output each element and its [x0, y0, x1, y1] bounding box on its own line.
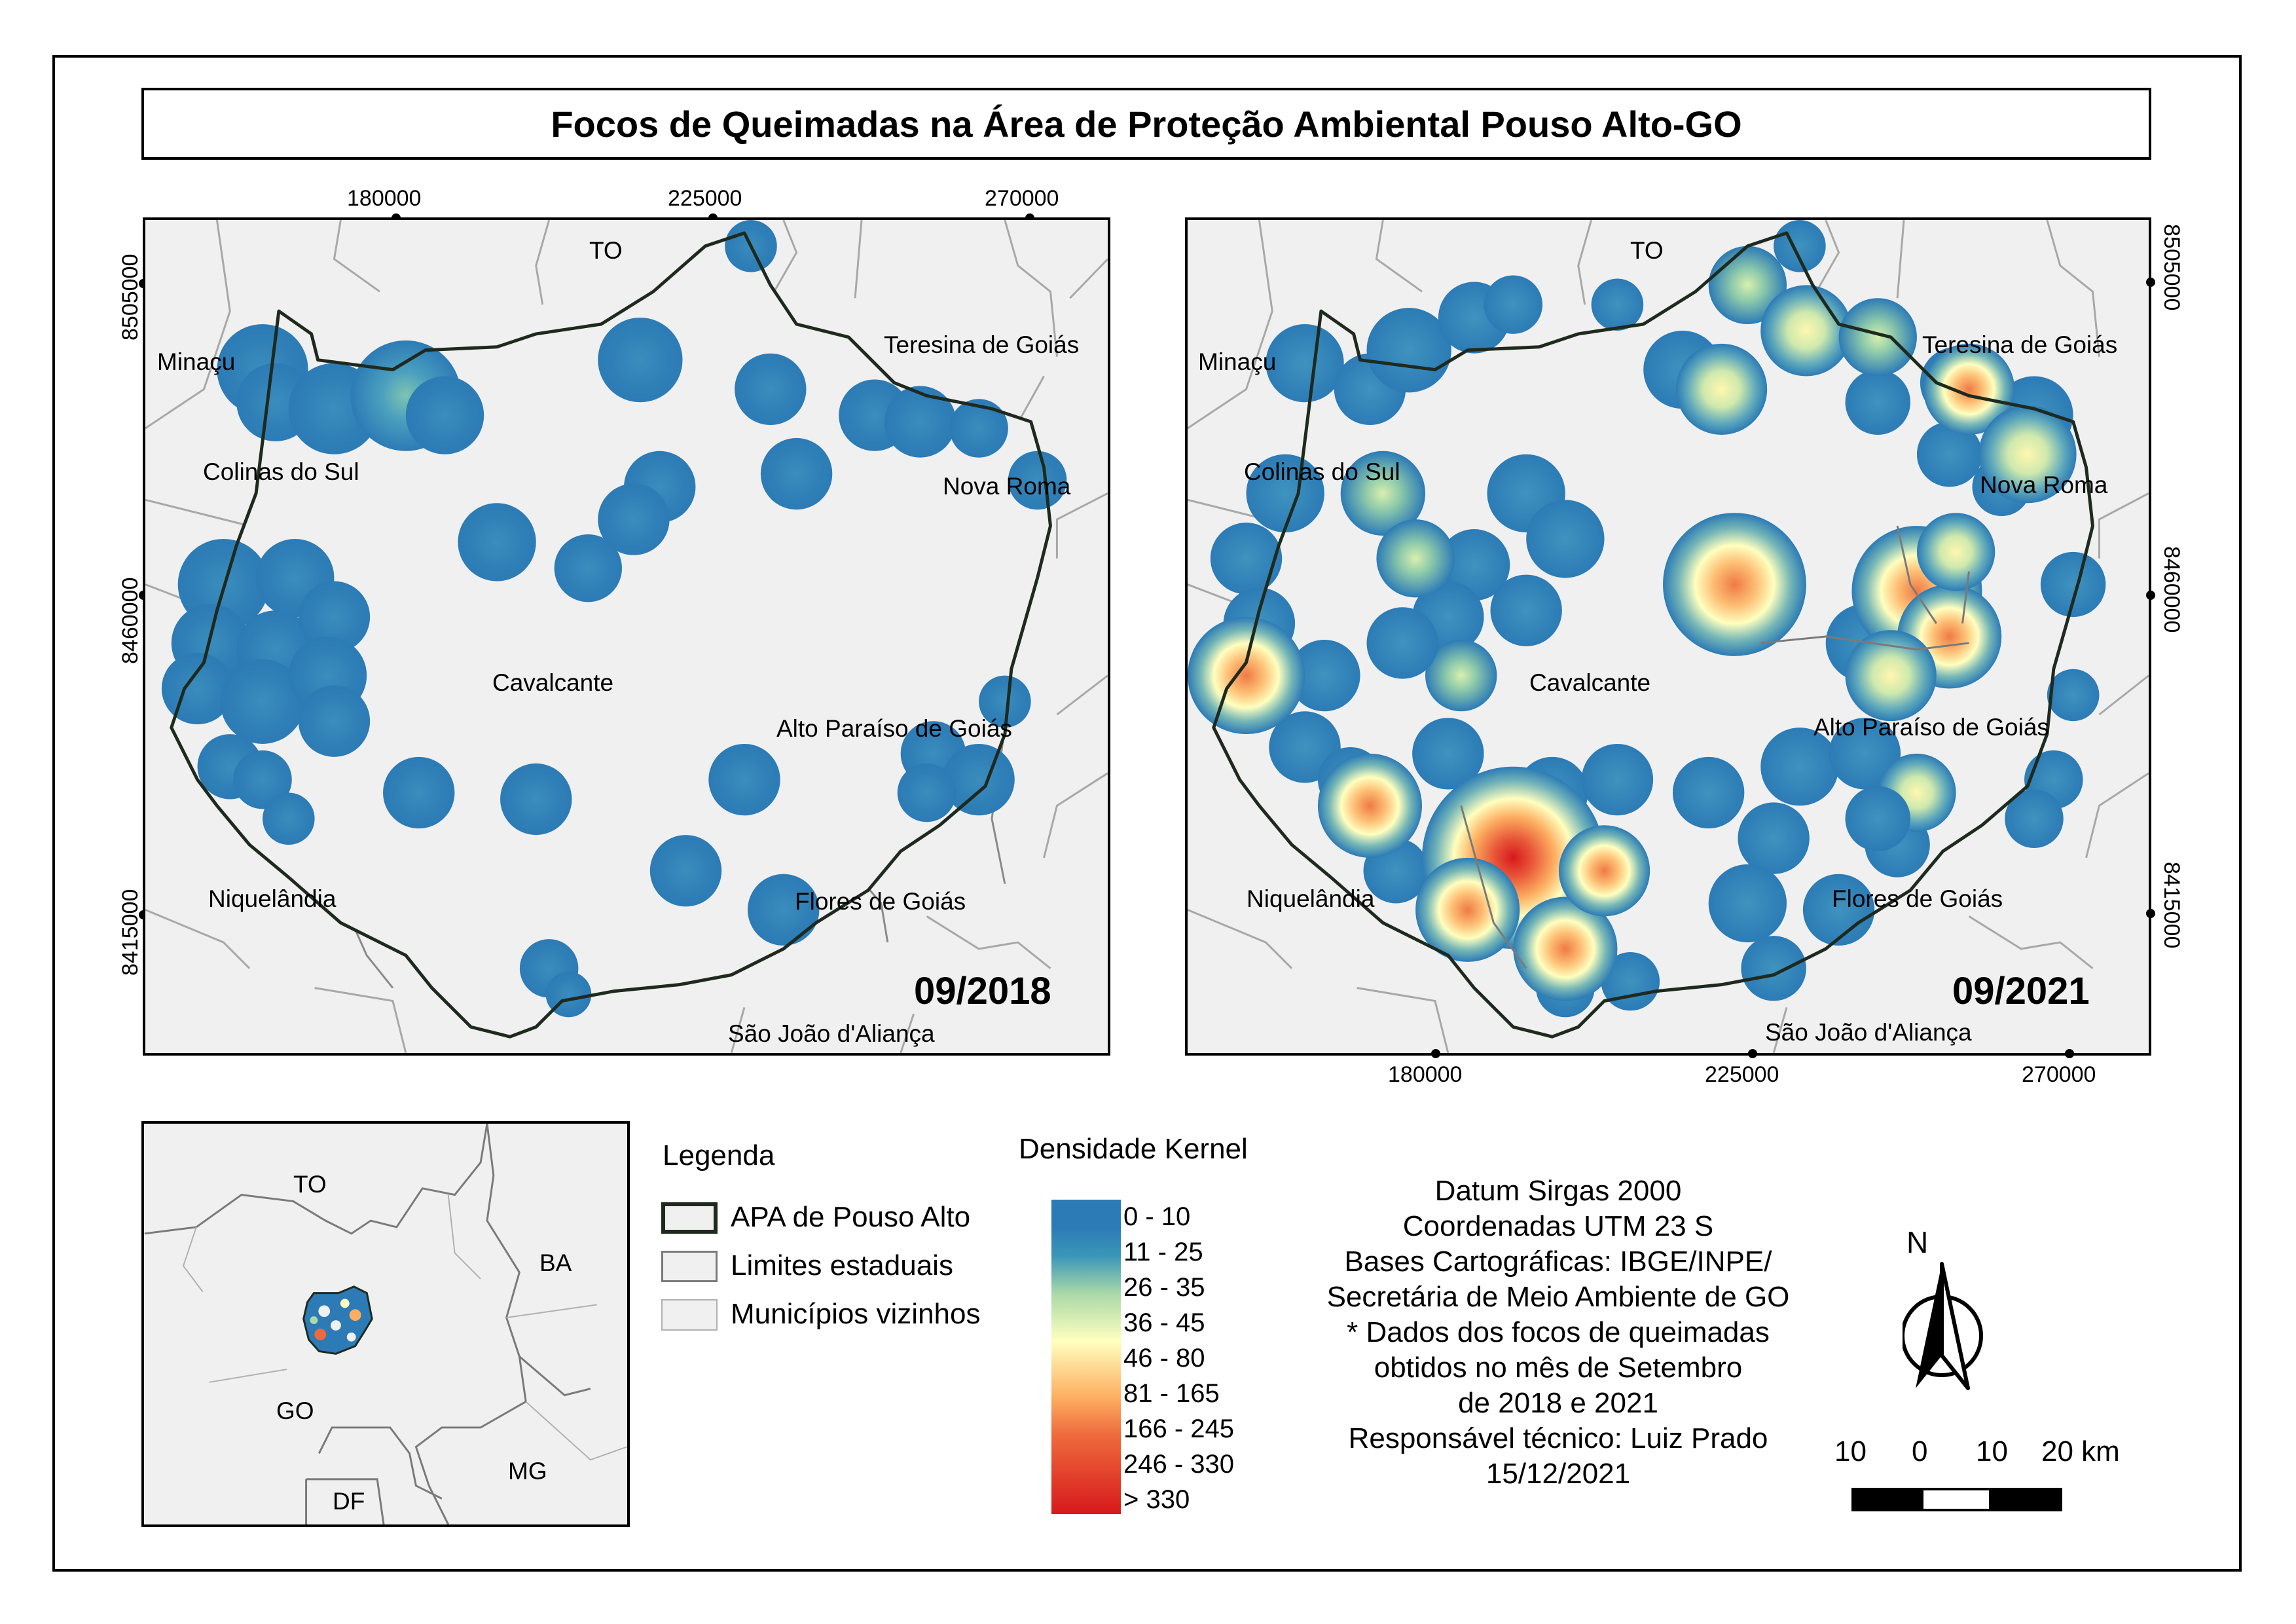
left-label-alto-paraiso: Alto Paraíso de Goiás: [776, 715, 1012, 742]
kernel-class-6: 81 - 165: [1123, 1379, 1220, 1408]
left-label-minacu: Minaçu: [157, 348, 236, 375]
right-x-tick-mark-1: [1431, 1049, 1440, 1058]
left-y-tick-2: 8460000: [118, 577, 143, 664]
right-y-tick-mark-1: [2146, 278, 2155, 287]
inset-map: [141, 1121, 630, 1527]
left-y-tick-3: 8415000: [118, 889, 143, 976]
left-label-flores: Flores de Goiás: [795, 888, 966, 915]
left-label-niquelandia: Niquelândia: [208, 885, 337, 912]
inset-apa: [302, 1285, 373, 1355]
right-x-tick-2: 225000: [1705, 1062, 1779, 1087]
interior-divisions-2021: [1460, 525, 1970, 969]
left-label-teresina: Teresina de Goiás: [884, 331, 1080, 358]
inset-label-to: TO: [293, 1171, 327, 1198]
right-x-tick-1: 180000: [1388, 1062, 1463, 1087]
inset-state-lines: [144, 1124, 591, 1524]
right-label-to: TO: [1630, 237, 1664, 264]
inset-label-df: DF: [333, 1488, 365, 1515]
kernel-class-1: 0 - 10: [1123, 1202, 1191, 1231]
inset-map-canvas: [144, 1124, 627, 1524]
note-data-3: de 2018 e 2021: [1458, 1387, 1658, 1419]
inset-municipal-lines: [182, 1194, 627, 1461]
legend-item-apa: APA de Pouso Alto: [731, 1201, 971, 1233]
note-datum: Datum Sirgas 2000: [1434, 1175, 1682, 1207]
map-2021-canvas: [1188, 220, 2149, 1053]
right-label-teresina: Teresina de Goiás: [1922, 331, 2118, 358]
left-y-tick-1: 8505000: [118, 253, 143, 341]
left-label-colinas: Colinas do Sul: [203, 458, 359, 485]
scale-segment-3: [1989, 1488, 2062, 1511]
right-label-sao-joao: São João d'Aliança: [1765, 1019, 1972, 1046]
page-frame: [52, 55, 2242, 1572]
north-arrow-label: N: [1906, 1225, 1929, 1259]
map-notes: Datum Sirgas 2000 Coordenadas UTM 23 S B…: [1264, 1173, 1853, 1492]
right-y-tick-2: 8460000: [2159, 546, 2184, 633]
inset-label-mg: MG: [508, 1458, 547, 1485]
right-y-tick-mark-2: [2146, 591, 2155, 600]
right-label-cavalcante: Cavalcante: [1529, 669, 1651, 696]
scale-label-10-right: 10: [1976, 1435, 2008, 1467]
inset-label-ba: BA: [539, 1249, 572, 1276]
map-2021: [1185, 217, 2151, 1056]
kernel-class-3: 26 - 35: [1123, 1273, 1205, 1302]
legend-swatch-apa: [661, 1202, 718, 1234]
kernel-density-2018: [161, 220, 1067, 1018]
right-x-tick-mark-2: [1748, 1049, 1757, 1058]
kernel-class-7: 166 - 245: [1123, 1414, 1235, 1443]
right-label-nova-roma: Nova Roma: [1980, 471, 2108, 498]
kernel-class-5: 46 - 80: [1123, 1344, 1205, 1373]
left-x-tick-1: 180000: [347, 186, 422, 211]
apa-boundary-2018: [170, 231, 1052, 1039]
note-data-2: obtidos no mês de Setembro: [1374, 1352, 1743, 1384]
legend-item-state: Limites estaduais: [731, 1249, 953, 1282]
kernel-legend-title: Densidade Kernel: [1019, 1133, 1248, 1165]
note-data-1: * Dados dos focos de queimadas: [1347, 1316, 1770, 1348]
left-label-to: TO: [589, 237, 623, 264]
scale-segment-1: [1851, 1488, 1923, 1511]
right-y-tick-3: 8415000: [2159, 862, 2184, 949]
legend-swatch-municipal: [661, 1299, 718, 1331]
right-label-niquelandia: Niquelândia: [1247, 885, 1375, 912]
map-2018: [143, 217, 1110, 1056]
right-y-tick-mark-3: [2146, 909, 2155, 918]
scale-label-10-left: 10: [1834, 1435, 1867, 1467]
map-title: Focos de Queimadas na Área de Proteção A…: [551, 103, 1742, 145]
scale-label-20km: 20 km: [2041, 1435, 2120, 1467]
apa-boundary-2021: [1212, 231, 2094, 1039]
note-date: 15/12/2021: [1485, 1458, 1631, 1490]
right-label-alto-paraiso: Alto Paraíso de Goiás: [1813, 714, 2049, 741]
kernel-class-4: 36 - 45: [1123, 1308, 1205, 1337]
right-x-tick-3: 270000: [2022, 1062, 2096, 1087]
kernel-color-ramp: [1051, 1200, 1121, 1514]
left-map-date: 09/2018: [914, 970, 1051, 1012]
map-title-box: Focos de Queimadas na Área de Proteção A…: [141, 88, 2151, 160]
right-label-minacu: Minaçu: [1198, 348, 1277, 375]
left-x-tick-3: 270000: [985, 186, 1059, 211]
kernel-density-2021: [1188, 220, 2106, 1018]
note-bases-1: Bases Cartográficas: IBGE/INPE/: [1344, 1246, 1772, 1278]
inset-label-go: GO: [276, 1397, 314, 1424]
note-coordinates: Coordenadas UTM 23 S: [1402, 1210, 1714, 1242]
kernel-class-8: 246 - 330: [1123, 1450, 1235, 1479]
kernel-class-2: 11 - 25: [1123, 1238, 1203, 1266]
left-label-nova-roma: Nova Roma: [943, 473, 1071, 500]
left-x-tick-2: 225000: [668, 186, 742, 211]
right-label-colinas: Colinas do Sul: [1244, 458, 1400, 485]
scale-segment-2: [1921, 1488, 1992, 1511]
kernel-class-9: > 330: [1123, 1485, 1190, 1514]
note-responsible: Responsável técnico: Luiz Prado: [1348, 1422, 1768, 1454]
right-label-flores: Flores de Goiás: [1832, 885, 2003, 912]
right-map-date: 09/2021: [1952, 970, 2090, 1012]
right-y-tick-1: 8505000: [2159, 224, 2184, 311]
map-2018-canvas: [145, 220, 1108, 1053]
legend-item-municipal: Municípios vizinhos: [731, 1298, 981, 1330]
north-arrow-icon: [1903, 1262, 1983, 1390]
legend-swatch-state: [661, 1251, 718, 1282]
left-label-sao-joao: São João d'Aliança: [728, 1020, 935, 1047]
legend-title: Legenda: [663, 1139, 775, 1172]
right-x-tick-mark-3: [2065, 1049, 2074, 1058]
left-label-cavalcante: Cavalcante: [492, 669, 614, 696]
scale-label-0: 0: [1912, 1435, 1928, 1467]
note-bases-2: Secretária de Meio Ambiente de GO: [1326, 1281, 1790, 1313]
